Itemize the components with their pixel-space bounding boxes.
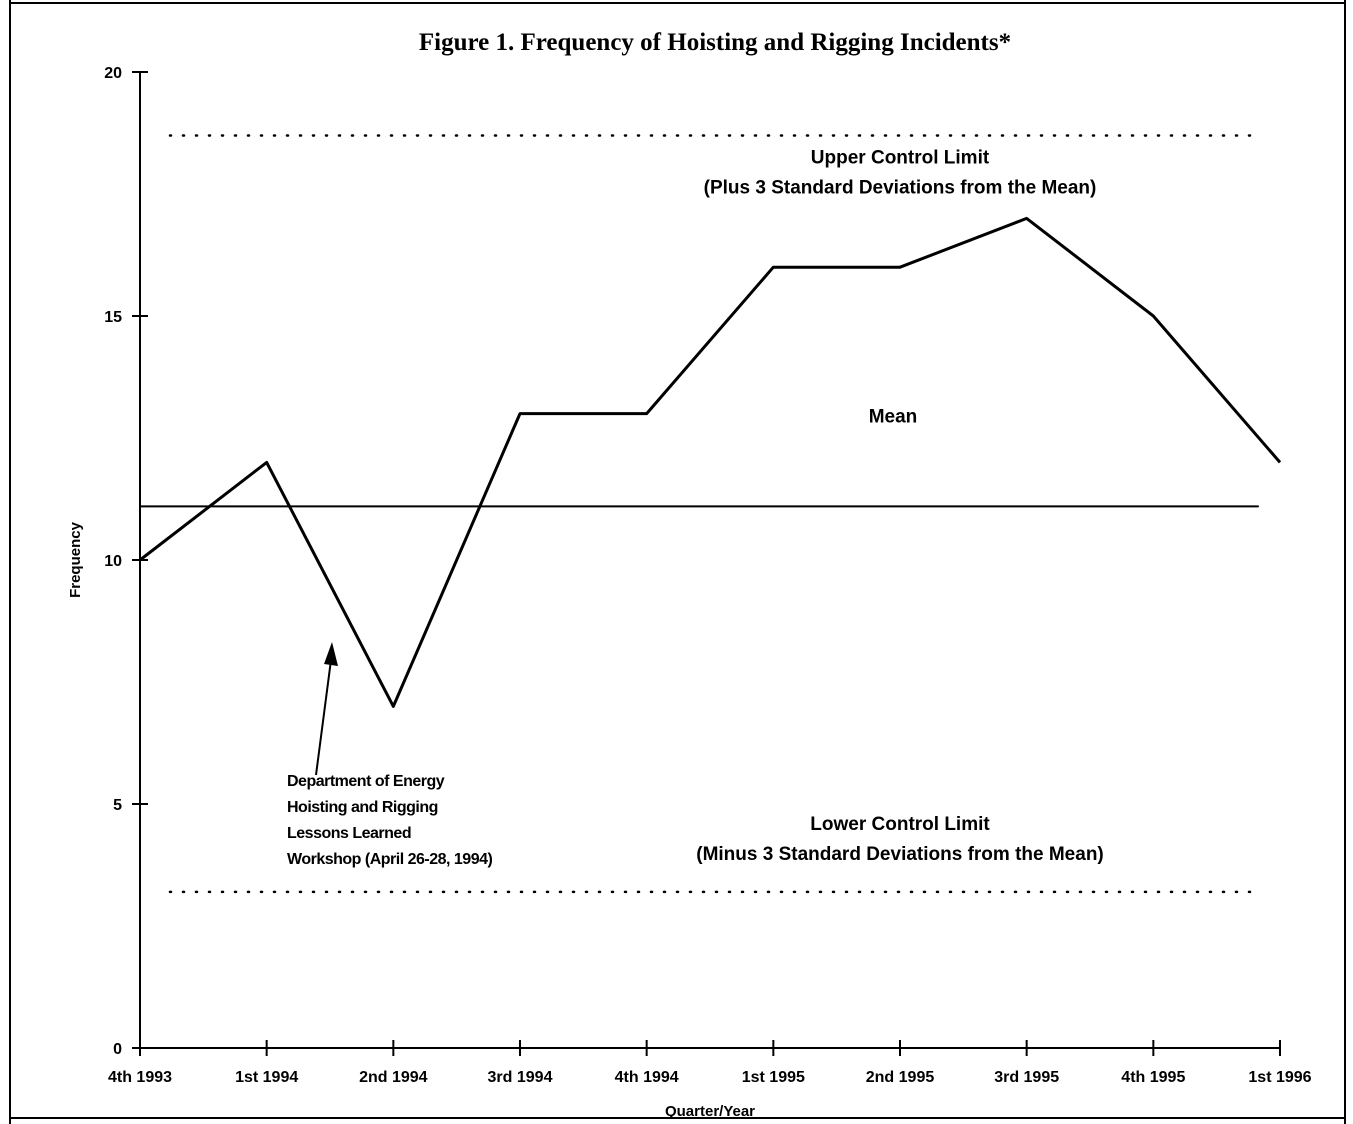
annotation: Department of Energy <box>287 773 445 790</box>
y-tick-label: 10 <box>104 553 122 570</box>
reference-line-label: (Plus 3 Standard Deviations from the Mea… <box>704 177 1097 198</box>
annotation: Workshop (April 26-28, 1994) <box>287 851 493 868</box>
annotation: Hoisting and Rigging <box>287 799 438 816</box>
y-tick-label: 15 <box>104 309 122 326</box>
annotation-arrowhead <box>324 642 338 666</box>
x-tick-label: 4th 1994 <box>615 1069 679 1086</box>
x-tick-label: 4th 1995 <box>1121 1069 1185 1086</box>
reference-line-label: Upper Control Limit <box>811 147 990 168</box>
data-line <box>139 216 1282 708</box>
y-tick-label: 0 <box>113 1041 122 1058</box>
reference-line-label: Mean <box>869 406 918 427</box>
x-tick-label: 2nd 1994 <box>359 1069 428 1086</box>
x-tick-label: 3rd 1995 <box>994 1069 1059 1086</box>
y-tick-label: 20 <box>104 65 122 82</box>
reference-line-label: Lower Control Limit <box>810 814 990 835</box>
x-tick-label: 1st 1996 <box>1248 1069 1311 1086</box>
x-tick-label: 4th 1993 <box>108 1069 172 1086</box>
x-tick-label: 3rd 1994 <box>488 1069 553 1086</box>
x-tick-label: 1st 1995 <box>742 1069 805 1086</box>
x-tick-label: 2nd 1995 <box>866 1069 935 1086</box>
annotation-arrow <box>315 659 332 776</box>
y-tick-label: 5 <box>113 797 122 814</box>
reference-line-label: (Minus 3 Standard Deviations from the Me… <box>696 844 1104 865</box>
chart-title: Figure 1. Frequency of Hoisting and Rigg… <box>419 29 1011 56</box>
annotation: Lessons Learned <box>287 825 411 842</box>
y-axis-label: Frequency <box>67 521 84 598</box>
x-axis-label: Quarter/Year <box>665 1103 755 1120</box>
x-tick-label: 1st 1994 <box>235 1069 298 1086</box>
